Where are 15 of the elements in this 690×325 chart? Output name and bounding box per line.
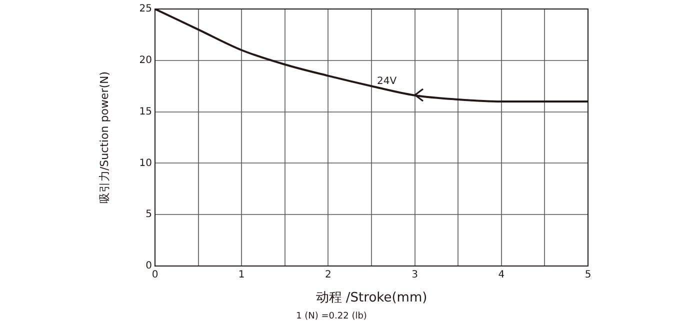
x-tick-label: 3 — [412, 270, 418, 281]
text: 1 (N) =0.22 (lb) — [296, 311, 367, 322]
x-tick-label: 2 — [325, 270, 332, 281]
y-tick-label: 0 — [146, 260, 152, 272]
y-axis-title: 吸引力/Suction power(N) — [98, 71, 111, 204]
y-tick-label: 25 — [139, 4, 152, 15]
x-axis-title: 动程 /Stroke(mm) — [316, 290, 428, 306]
x-tick-label: 5 — [584, 270, 592, 281]
y-tick-label: 5 — [146, 209, 152, 220]
series-label: 24V — [377, 76, 397, 87]
y-tick-label: 15 — [139, 106, 152, 118]
y-tick-label: 20 — [139, 54, 152, 66]
y-tick-label: 10 — [139, 158, 152, 169]
x-tick-label: 4 — [498, 270, 505, 281]
x-tick-label: 1 — [238, 270, 245, 281]
